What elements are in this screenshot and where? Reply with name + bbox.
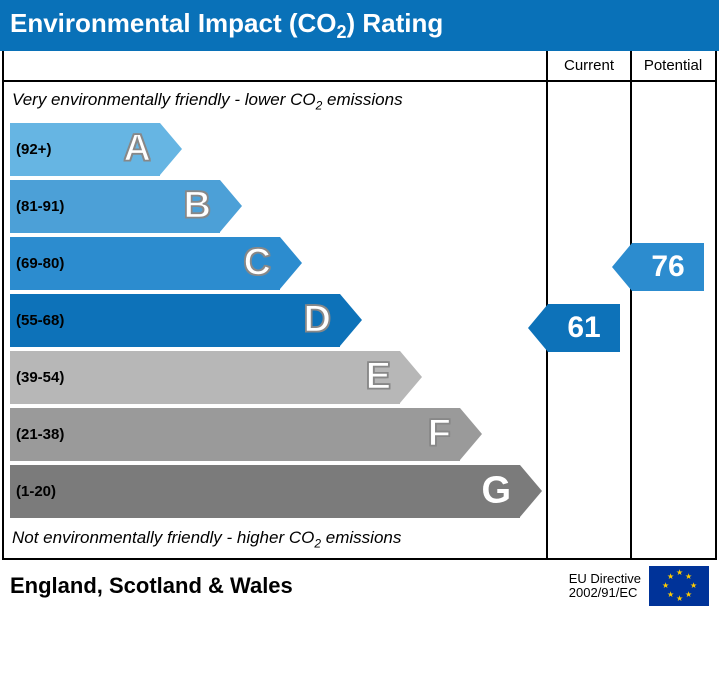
- column-header-row: Current Potential: [4, 51, 715, 82]
- tagline-bottom: Not environmentally friendly - higher CO…: [4, 522, 546, 556]
- band-letter: E: [366, 356, 390, 399]
- current-header: Current: [546, 51, 630, 80]
- band-bar-b: (81-91) B: [10, 180, 220, 233]
- band-bar-a: (92+) A: [10, 123, 160, 176]
- current-pointer: 61: [528, 304, 620, 352]
- potential-pointer: 76: [612, 243, 704, 291]
- current-column: 61: [546, 82, 630, 558]
- band-letter: A: [124, 128, 150, 171]
- tagline-bottom-before: Not environmentally friendly - higher CO: [12, 528, 314, 547]
- band-row: (81-91) B: [10, 180, 546, 233]
- band-arrow-tip: [280, 237, 302, 289]
- band-row: (21-38) F: [10, 408, 546, 461]
- title-after: ) Rating: [347, 8, 444, 38]
- region-label: England, Scotland & Wales: [10, 573, 293, 599]
- directive-block: EU Directive 2002/91/EC ★ ★ ★ ★ ★ ★ ★ ★: [569, 566, 709, 606]
- band-range: (69-80): [10, 255, 80, 272]
- band-arrow-tip: [160, 123, 182, 175]
- chart-body: Current Potential Very environmentally f…: [2, 51, 717, 560]
- potential-column: 76: [630, 82, 714, 558]
- chart-title: Environmental Impact (CO2) Rating: [0, 0, 719, 51]
- tagline-top-after: emissions: [322, 90, 402, 109]
- band-letter: G: [481, 470, 510, 513]
- band-range: (92+): [10, 141, 80, 158]
- bands-area: Very environmentally friendly - lower CO…: [4, 82, 546, 558]
- band-row: (1-20) G: [10, 465, 546, 518]
- band-row: (55-68) D: [10, 294, 546, 347]
- tagline-top: Very environmentally friendly - lower CO…: [4, 84, 546, 118]
- band-letter: C: [244, 242, 270, 285]
- directive-text: EU Directive 2002/91/EC: [569, 572, 641, 601]
- band-arrow-tip: [520, 465, 542, 517]
- chart-body-row: Very environmentally friendly - lower CO…: [4, 82, 715, 558]
- band-range: (21-38): [10, 426, 80, 443]
- band-arrow-tip: [460, 408, 482, 460]
- band-letter: D: [304, 299, 330, 342]
- band-bar-c: (69-80) C: [10, 237, 280, 290]
- band-bar-e: (39-54) E: [10, 351, 400, 404]
- band-arrow-tip: [400, 351, 422, 403]
- band-range: (1-20): [10, 483, 80, 500]
- band-letter: F: [428, 413, 450, 456]
- title-before: Environmental Impact (CO: [10, 8, 337, 38]
- potential-header: Potential: [630, 51, 714, 80]
- band-arrow-tip: [340, 294, 362, 346]
- footer-row: England, Scotland & Wales EU Directive 2…: [2, 560, 717, 610]
- band-row: (69-80) C: [10, 237, 546, 290]
- current-value: 61: [548, 304, 620, 352]
- band-row: (92+) A: [10, 123, 546, 176]
- pointer-notch-icon: [612, 243, 632, 291]
- bands-list: (92+) A (81-91) B (69-80) C (55-68) D (39-54) E (2…: [4, 123, 546, 518]
- band-range: (39-54): [10, 369, 80, 386]
- band-range: (81-91): [10, 198, 80, 215]
- band-bar-g: (1-20) G: [10, 465, 520, 518]
- directive-line2: 2002/91/EC: [569, 586, 641, 600]
- band-row: (39-54) E: [10, 351, 546, 404]
- scale-header-spacer: [4, 51, 546, 80]
- tagline-bottom-after: emissions: [321, 528, 401, 547]
- directive-line1: EU Directive: [569, 572, 641, 586]
- band-range: (55-68): [10, 312, 80, 329]
- tagline-top-before: Very environmentally friendly - lower CO: [12, 90, 316, 109]
- epc-chart: Environmental Impact (CO2) Rating Curren…: [0, 0, 719, 610]
- potential-value: 76: [632, 243, 704, 291]
- pointer-notch-icon: [528, 304, 548, 352]
- band-letter: B: [184, 185, 210, 228]
- band-bar-f: (21-38) F: [10, 408, 460, 461]
- title-sub: 2: [337, 22, 347, 42]
- band-bar-d: (55-68) D: [10, 294, 340, 347]
- eu-flag-icon: ★ ★ ★ ★ ★ ★ ★ ★: [649, 566, 709, 606]
- band-arrow-tip: [220, 180, 242, 232]
